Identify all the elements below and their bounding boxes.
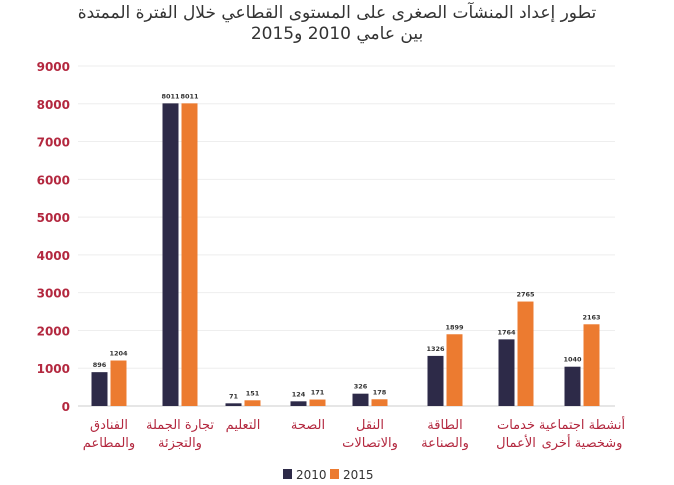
bar-2010: [564, 366, 581, 406]
bar-2010: [225, 403, 242, 406]
data-label: 151: [246, 389, 260, 397]
x-tick-label: الفنادق: [90, 418, 128, 433]
legend-swatch-2015: [330, 469, 339, 479]
x-tick-label: والاتصالات: [342, 436, 398, 451]
bar-2015: [309, 399, 326, 406]
data-label: 326: [354, 383, 368, 391]
x-tick-label: الصحة: [291, 418, 325, 433]
x-tick-label: الأعمال: [496, 434, 536, 451]
data-label: 2163: [582, 313, 600, 321]
data-label: 1764: [497, 328, 516, 336]
y-tick-label: 3000: [37, 287, 70, 301]
y-tick-label: 9000: [37, 60, 70, 74]
y-tick-label: 8000: [37, 98, 70, 112]
data-label: 1040: [563, 356, 582, 364]
chart-title: تطور إعداد المنشآت الصغرى على المستوى ال…: [77, 3, 597, 23]
data-label: 2765: [516, 291, 535, 299]
bar-2015: [517, 301, 534, 406]
bar-2015: [583, 324, 600, 406]
y-tick-label: 1000: [37, 362, 70, 376]
x-tick-label: وشخصية أخرى: [542, 434, 623, 451]
bar-2010: [290, 401, 307, 406]
data-label: 178: [373, 388, 387, 396]
chart-subtitle: بين عامي 2010 و2015: [250, 24, 424, 44]
y-tick-label: 2000: [37, 324, 70, 338]
x-tick-label: أنشطة اجتماعية: [539, 416, 625, 433]
x-tick-label: والتجزئة: [158, 436, 202, 451]
bar-2010: [352, 393, 369, 406]
y-tick-label: 0: [62, 400, 70, 414]
bar-2010: [162, 103, 179, 407]
legend-label: 2015: [343, 468, 374, 482]
data-label: 1899: [445, 323, 464, 331]
bar-2015: [446, 334, 463, 406]
x-tick-label: والمطاعم: [83, 436, 135, 451]
y-tick-label: 4000: [37, 249, 70, 263]
data-label: 1326: [426, 345, 445, 353]
x-tick-label: الطاقة: [427, 418, 462, 433]
bar-2015: [110, 360, 127, 406]
data-label: 8011: [161, 92, 180, 100]
y-tick-label: 5000: [37, 211, 70, 225]
x-tick-label: خدمات: [497, 418, 535, 433]
x-tick-label: النقل: [356, 418, 384, 433]
legend-swatch-2010: [283, 469, 292, 479]
data-label: 171: [311, 389, 325, 397]
bar-2010: [498, 339, 515, 406]
bar-2010: [427, 355, 444, 406]
data-label: 71: [229, 392, 239, 400]
x-tick-label: التعليم: [226, 418, 261, 433]
bar-2015: [181, 103, 198, 407]
x-tick-label: تجارة الجملة: [146, 418, 214, 433]
data-label: 1204: [109, 350, 128, 358]
y-tick-label: 6000: [37, 173, 70, 187]
x-tick-label: والصناعة: [421, 436, 469, 451]
bar-2015: [244, 400, 261, 406]
legend-label: 2010: [296, 468, 327, 482]
bar-2010: [91, 372, 108, 406]
y-tick-label: 7000: [37, 136, 70, 150]
bar-2015: [371, 399, 388, 406]
data-label: 8011: [180, 92, 199, 100]
data-label: 896: [93, 361, 107, 369]
data-label: 124: [292, 390, 306, 398]
